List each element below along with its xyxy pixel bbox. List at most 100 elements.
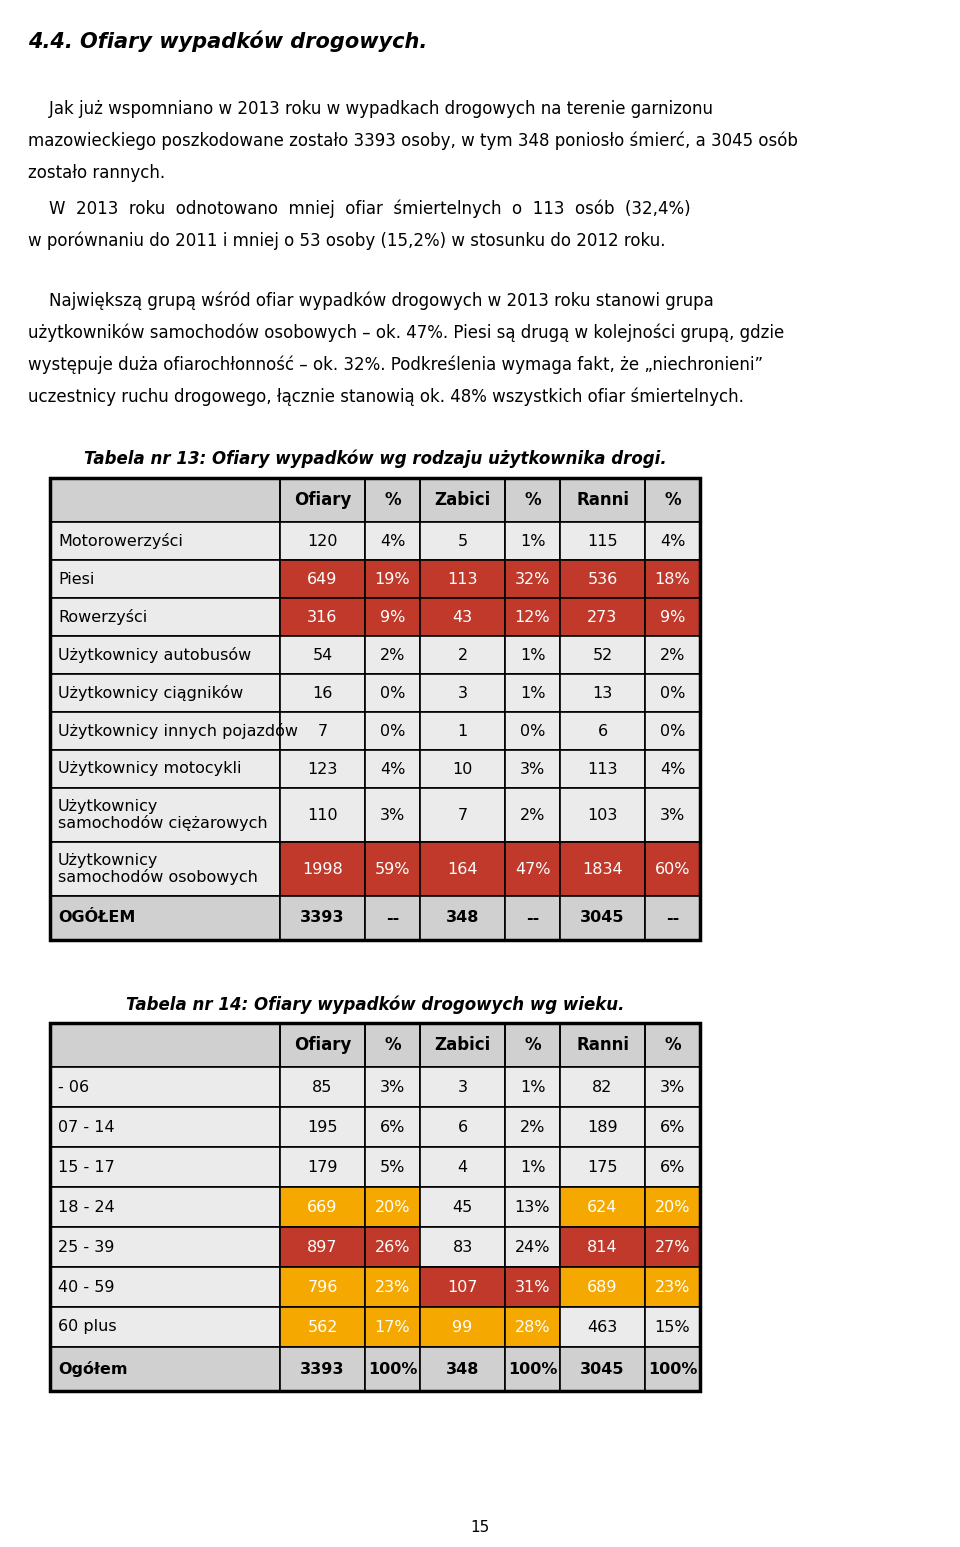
Bar: [50, 842, 280, 896]
Text: 99: 99: [452, 1320, 472, 1335]
Bar: [50, 560, 280, 599]
Bar: [645, 712, 700, 750]
Bar: [645, 599, 700, 636]
Bar: [505, 478, 560, 521]
Text: 179: 179: [307, 1160, 338, 1174]
Text: 9%: 9%: [380, 610, 405, 625]
Text: 164: 164: [447, 862, 478, 877]
Text: 17%: 17%: [374, 1320, 410, 1335]
Text: 113: 113: [447, 571, 478, 586]
Bar: [420, 1023, 505, 1067]
Bar: [505, 842, 560, 896]
Text: 897: 897: [307, 1239, 338, 1255]
Bar: [365, 1267, 420, 1307]
Bar: [365, 896, 420, 941]
Text: 18%: 18%: [655, 571, 690, 586]
Bar: [560, 1108, 645, 1146]
Bar: [645, 560, 700, 599]
Bar: [560, 674, 645, 712]
Text: 4%: 4%: [380, 761, 405, 777]
Text: 2: 2: [457, 648, 468, 662]
Bar: [420, 1307, 505, 1347]
Text: 1: 1: [457, 724, 468, 738]
Text: %: %: [664, 490, 681, 509]
Text: 45: 45: [452, 1199, 472, 1214]
Text: 814: 814: [588, 1239, 618, 1255]
Bar: [560, 1267, 645, 1307]
Bar: [50, 478, 700, 941]
Bar: [50, 1187, 280, 1227]
Bar: [365, 674, 420, 712]
Text: Ofiary: Ofiary: [294, 490, 351, 509]
Text: 4%: 4%: [660, 534, 685, 549]
Text: 23%: 23%: [374, 1279, 410, 1295]
Text: 5: 5: [457, 534, 468, 549]
Bar: [560, 712, 645, 750]
Bar: [420, 1227, 505, 1267]
Text: 2%: 2%: [660, 648, 685, 662]
Text: 189: 189: [588, 1120, 618, 1134]
Bar: [420, 599, 505, 636]
Bar: [50, 750, 280, 787]
Bar: [420, 1267, 505, 1307]
Text: 4: 4: [457, 1160, 468, 1174]
Bar: [50, 1108, 280, 1146]
Bar: [365, 1347, 420, 1391]
Text: Użytkownicy motocykli: Użytkownicy motocykli: [58, 761, 242, 777]
Bar: [645, 1267, 700, 1307]
Text: 1%: 1%: [519, 1080, 545, 1094]
Text: 195: 195: [307, 1120, 338, 1134]
Text: 3%: 3%: [660, 808, 685, 823]
Bar: [365, 560, 420, 599]
Text: 273: 273: [588, 610, 617, 625]
Bar: [50, 1267, 280, 1307]
Bar: [280, 521, 365, 560]
Text: 18 - 24: 18 - 24: [58, 1199, 115, 1214]
Bar: [365, 750, 420, 787]
Bar: [505, 674, 560, 712]
Text: 10: 10: [452, 761, 472, 777]
Bar: [420, 636, 505, 674]
Bar: [560, 896, 645, 941]
Bar: [50, 712, 280, 750]
Bar: [560, 787, 645, 842]
Bar: [560, 842, 645, 896]
Bar: [645, 478, 700, 521]
Text: 19%: 19%: [374, 571, 410, 586]
Text: w porównaniu do 2011 i mniej o 53 osoby (15,2%) w stosunku do 2012 roku.: w porównaniu do 2011 i mniej o 53 osoby …: [28, 232, 665, 251]
Text: 20%: 20%: [374, 1199, 410, 1214]
Text: 20%: 20%: [655, 1199, 690, 1214]
Text: Zabici: Zabici: [434, 1036, 491, 1054]
Text: 1%: 1%: [519, 1160, 545, 1174]
Bar: [505, 521, 560, 560]
Text: 4%: 4%: [660, 761, 685, 777]
Text: W  2013  roku  odnotowano  mniej  ofiar  śmiertelnych  o  113  osób  (32,4%): W 2013 roku odnotowano mniej ofiar śmier…: [28, 200, 690, 218]
Text: Użytkownicy autobusów: Użytkownicy autobusów: [58, 647, 252, 664]
Text: 9%: 9%: [660, 610, 685, 625]
Bar: [50, 1023, 700, 1067]
Bar: [50, 636, 280, 674]
Text: 07 - 14: 07 - 14: [58, 1120, 114, 1134]
Bar: [280, 1108, 365, 1146]
Bar: [50, 787, 280, 842]
Bar: [505, 1227, 560, 1267]
Text: 1%: 1%: [519, 685, 545, 701]
Text: 7: 7: [457, 808, 468, 823]
Bar: [420, 478, 505, 521]
Bar: [365, 599, 420, 636]
Bar: [280, 712, 365, 750]
Bar: [365, 521, 420, 560]
Text: uczestnicy ruchu drogowego, łącznie stanowią ok. 48% wszystkich ofiar śmiertelny: uczestnicy ruchu drogowego, łącznie stan…: [28, 388, 744, 407]
Bar: [420, 1108, 505, 1146]
Text: Użytkownicy: Użytkownicy: [58, 800, 158, 815]
Text: 689: 689: [588, 1279, 617, 1295]
Text: 83: 83: [452, 1239, 472, 1255]
Text: 103: 103: [588, 808, 617, 823]
Text: 13: 13: [592, 685, 612, 701]
Bar: [280, 842, 365, 896]
Bar: [645, 1146, 700, 1187]
Text: 100%: 100%: [368, 1361, 418, 1377]
Bar: [645, 1023, 700, 1067]
Bar: [560, 1227, 645, 1267]
Text: Użytkownicy ciągników: Użytkownicy ciągników: [58, 685, 243, 701]
